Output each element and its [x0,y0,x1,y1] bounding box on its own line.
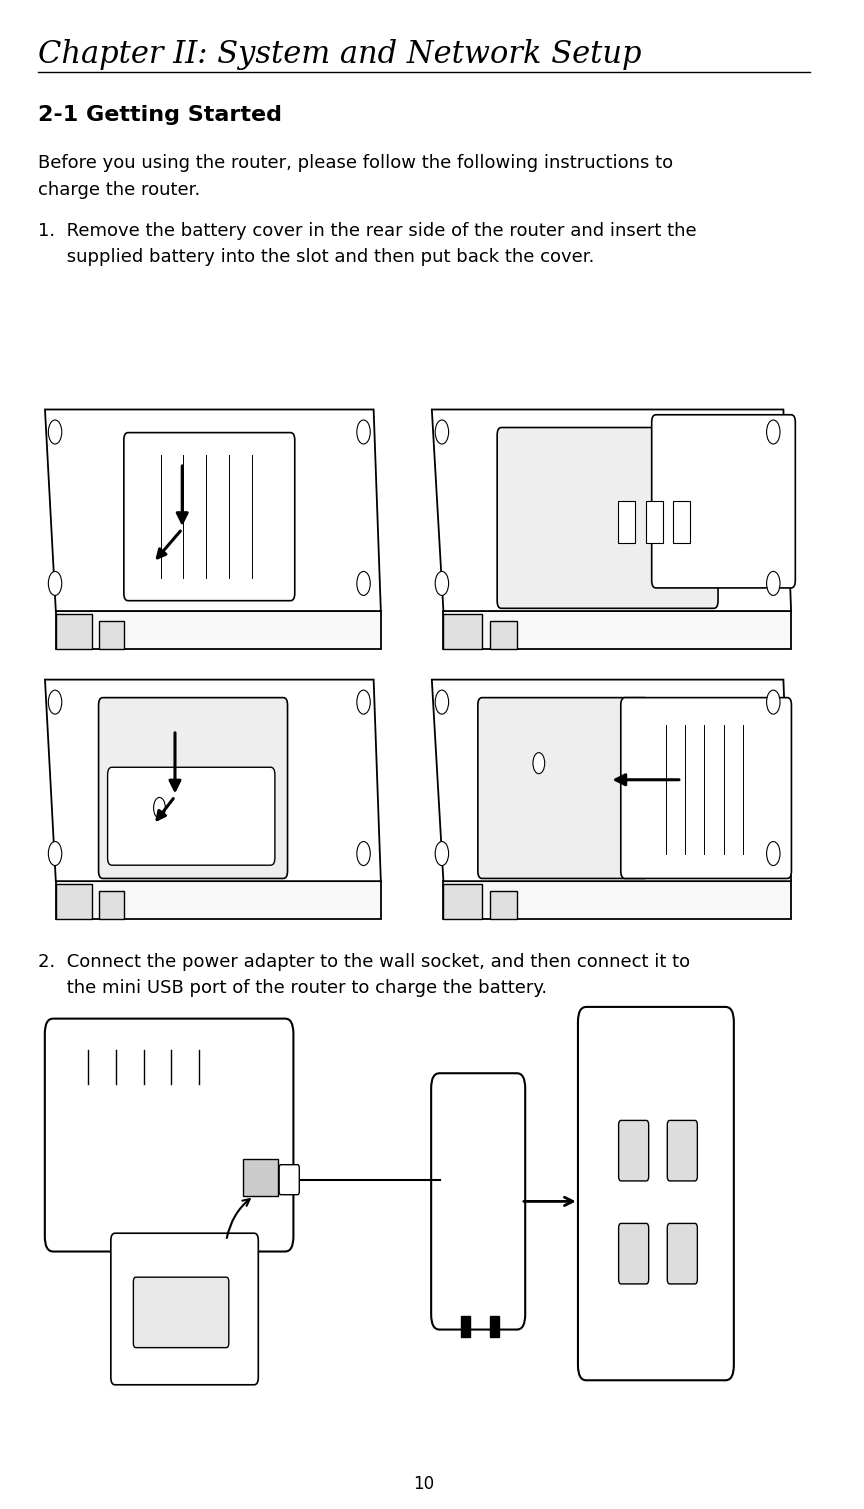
FancyBboxPatch shape [111,1233,258,1385]
Text: 2.  Connect the power adapter to the wall socket, and then connect it to
     th: 2. Connect the power adapter to the wall… [38,952,689,997]
Circle shape [435,842,448,866]
Bar [56,884,92,919]
Text: Chapter II: System and Network Setup: Chapter II: System and Network Setup [38,39,641,69]
Circle shape [48,420,62,444]
Circle shape [357,690,371,714]
Circle shape [357,420,371,444]
Bar [461,1316,471,1337]
Bar [646,501,663,543]
Circle shape [766,420,780,444]
FancyBboxPatch shape [279,1165,299,1195]
Polygon shape [56,611,381,649]
FancyBboxPatch shape [497,427,718,608]
FancyBboxPatch shape [619,1120,649,1182]
Bar [673,501,690,543]
Bar [490,620,517,649]
FancyBboxPatch shape [431,1073,525,1329]
Bar [99,890,124,919]
Polygon shape [45,409,381,611]
Bar [244,1159,278,1197]
FancyBboxPatch shape [45,1019,294,1251]
Bar [99,620,124,649]
Polygon shape [432,409,791,611]
Polygon shape [56,881,381,919]
Bar [443,614,482,649]
Text: 2-1 Getting Started: 2-1 Getting Started [38,104,282,125]
FancyBboxPatch shape [98,697,288,878]
FancyBboxPatch shape [133,1277,229,1348]
Circle shape [533,753,544,774]
Circle shape [48,572,62,596]
Circle shape [435,572,448,596]
Bar [443,884,482,919]
FancyBboxPatch shape [651,415,796,589]
Circle shape [766,690,780,714]
Polygon shape [443,611,791,649]
FancyBboxPatch shape [619,1224,649,1284]
Circle shape [48,690,62,714]
Circle shape [357,572,371,596]
Bar [490,890,517,919]
Text: Before you using the router, please follow the following instructions to
charge : Before you using the router, please foll… [38,154,673,199]
FancyBboxPatch shape [667,1224,697,1284]
Text: 1.  Remove the battery cover in the rear side of the router and insert the
     : 1. Remove the battery cover in the rear … [38,222,696,266]
Circle shape [435,420,448,444]
Polygon shape [443,881,791,919]
FancyBboxPatch shape [124,433,295,601]
FancyBboxPatch shape [621,697,791,878]
FancyBboxPatch shape [108,767,275,865]
Bar [619,501,635,543]
Circle shape [48,842,62,866]
Circle shape [357,842,371,866]
Bar [490,1316,499,1337]
Polygon shape [432,679,791,881]
Circle shape [766,842,780,866]
FancyBboxPatch shape [667,1120,697,1182]
Text: 10: 10 [414,1474,435,1492]
Circle shape [766,572,780,596]
FancyBboxPatch shape [578,1007,734,1381]
Bar [56,614,92,649]
FancyBboxPatch shape [478,697,649,878]
Circle shape [435,690,448,714]
Circle shape [154,797,165,818]
Polygon shape [45,679,381,881]
